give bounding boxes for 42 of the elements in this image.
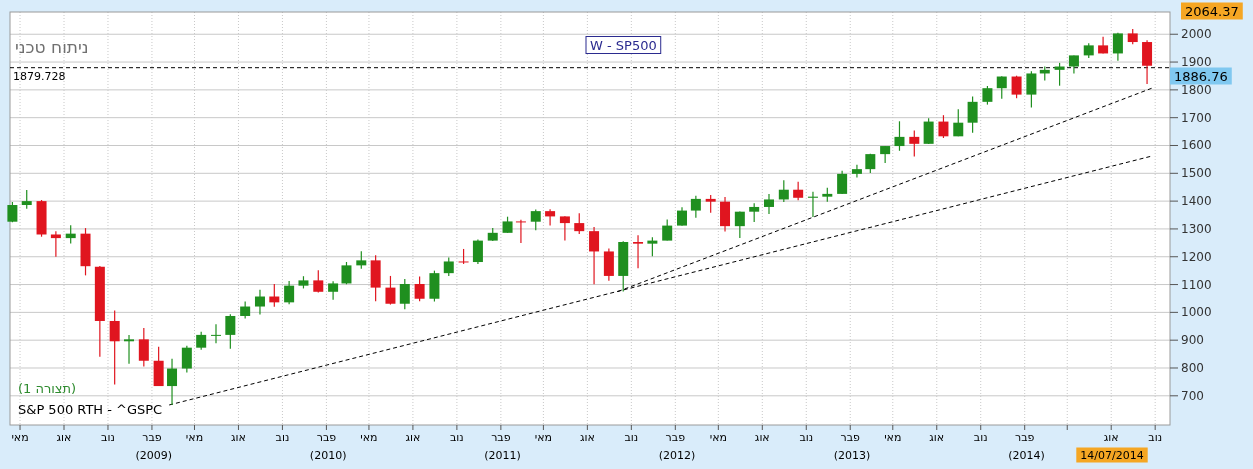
- x-tick-label: אוג: [754, 430, 770, 444]
- annotation: (תצורה 1): [18, 380, 77, 396]
- y-tick-label: 1000: [1181, 305, 1212, 320]
- text: ניתוח טכני: [15, 37, 89, 57]
- x-tick-label: מאי: [11, 430, 29, 444]
- x-tick-label: אוג: [56, 430, 72, 444]
- y-tick-label: 1100: [1181, 277, 1212, 292]
- x-tick-label: אוג: [231, 430, 246, 444]
- x-tick-label: מאי: [185, 430, 204, 444]
- x-tick-label: אוג: [579, 430, 595, 444]
- x-tick-label: מאי: [360, 430, 378, 444]
- x-tick-label: נוב: [973, 430, 988, 444]
- y-tick-label: 1800: [1181, 82, 1212, 97]
- x-tick-label: מאי: [884, 430, 902, 444]
- x-tick-label: מאי: [709, 430, 727, 444]
- x-tick-label: נוב: [624, 430, 639, 444]
- y-tick-label: 1700: [1181, 110, 1212, 125]
- x-tick-label: נוב: [450, 430, 464, 444]
- y-tick-label: 1400: [1181, 194, 1212, 209]
- x-tick-label: נוב: [275, 430, 290, 444]
- y-tick-label: 1200: [1181, 249, 1212, 264]
- y-tick-label: 900: [1181, 333, 1204, 348]
- text: 2064.37: [1185, 3, 1239, 19]
- y-tick-label: 1900: [1181, 55, 1212, 70]
- x-tick-label: מאי: [534, 430, 553, 444]
- y-tick-label: 2000: [1181, 27, 1212, 42]
- x-tick-label: נוב: [799, 430, 814, 444]
- y-tick-label: 700: [1181, 388, 1204, 403]
- x-tick-label: אוג: [1103, 430, 1119, 444]
- text: 1886.76: [1174, 68, 1228, 84]
- y-tick-label: 1500: [1181, 166, 1212, 181]
- annotation: S&P 500 RTH - ^GSPC: [18, 401, 163, 417]
- x-tick-label: נוב: [1148, 430, 1163, 444]
- x-tick-label: נוב: [101, 430, 115, 444]
- x-tick-label: אוג: [405, 430, 421, 444]
- y-tick-label: 1300: [1181, 221, 1212, 236]
- ref-line-label: 1879.728: [13, 70, 66, 84]
- x-tick-label: אוג: [929, 430, 945, 444]
- y-tick-label: 1600: [1181, 138, 1212, 153]
- text: 14/07/2014: [1080, 448, 1144, 462]
- y-tick-label: 800: [1181, 360, 1204, 375]
- annotation: W - SP500: [590, 37, 657, 53]
